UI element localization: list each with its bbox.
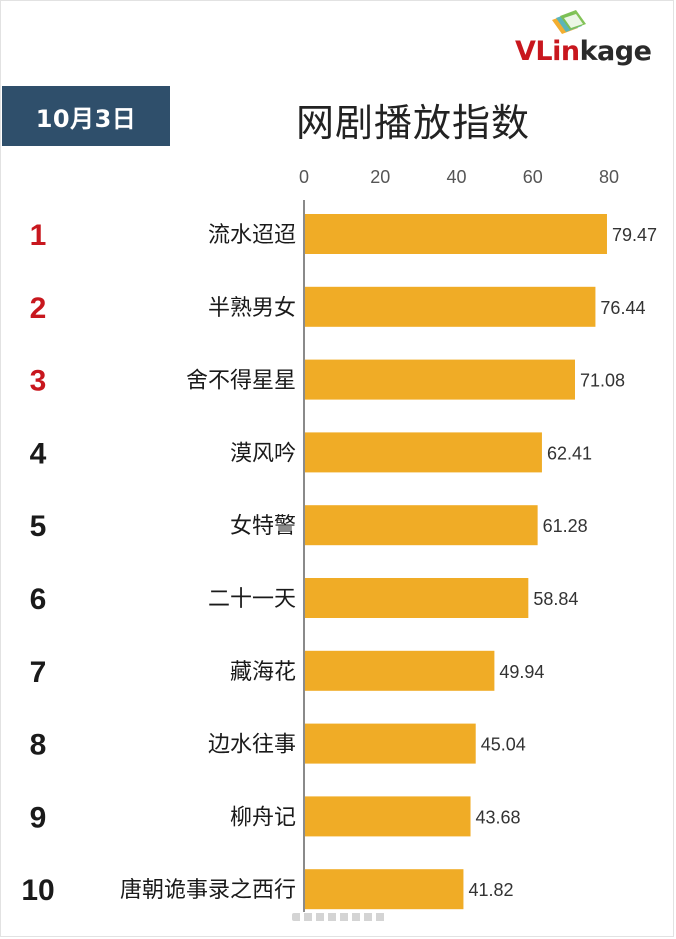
logo-text-v: VLin: [515, 36, 580, 67]
rank-number: 3: [30, 365, 47, 398]
x-tick-label: 40: [446, 167, 466, 187]
value-label: 71.08: [580, 371, 625, 391]
value-label: 76.44: [600, 298, 645, 318]
category-label: 二十一天: [208, 587, 296, 612]
category-label: 半熟男女: [208, 296, 296, 321]
bottom-watermark: [292, 913, 386, 921]
bar: [305, 432, 542, 473]
bar: [305, 650, 495, 691]
category-label: 漠风吟: [230, 441, 296, 466]
rank-number: 5: [30, 510, 47, 543]
value-label: 43.68: [476, 807, 521, 827]
bar: [305, 869, 464, 910]
rank-number: 8: [30, 729, 47, 762]
bar: [305, 286, 596, 327]
rank-number: 7: [30, 656, 47, 689]
x-tick-label: 20: [370, 167, 390, 187]
bar: [305, 214, 607, 254]
x-tick-label: 0: [299, 167, 309, 187]
rank-number: 4: [30, 437, 47, 470]
value-label: 79.47: [612, 225, 657, 245]
logo-wordmark: VLinkage: [515, 36, 652, 67]
rank-number: 9: [30, 801, 47, 834]
date-badge: 10月3日: [2, 86, 170, 146]
x-tick-label: 80: [599, 167, 619, 187]
value-label: 49.94: [499, 662, 544, 682]
rank-number: 2: [30, 292, 47, 325]
category-label: 舍不得星星: [186, 369, 296, 394]
category-label: 柳舟记: [230, 805, 296, 830]
bar: [305, 723, 476, 764]
bar: [305, 505, 538, 546]
value-label: 58.84: [533, 589, 578, 609]
bar: [305, 359, 575, 400]
bar: [305, 578, 529, 618]
bar: [305, 796, 471, 837]
category-label: 流水迢迢: [208, 223, 296, 248]
rank-number: 10: [21, 874, 54, 907]
x-tick-label: 60: [523, 167, 543, 187]
rank-number: 6: [30, 583, 47, 616]
category-label: 边水往事: [208, 733, 296, 758]
stacked-cards-icon: [552, 10, 586, 34]
value-label: 61.28: [543, 516, 588, 536]
category-label: 女特警: [230, 514, 296, 539]
category-label: 唐朝诡事录之西行: [120, 878, 296, 903]
category-label: 藏海花: [230, 660, 296, 685]
value-label: 45.04: [481, 735, 526, 755]
logo-text-rest: kage: [579, 36, 652, 67]
value-label: 41.82: [468, 880, 513, 900]
chart-title: 网剧播放指数: [296, 101, 531, 145]
vlinkage-logo: VLinkage: [512, 10, 672, 72]
rank-number: 1: [30, 219, 47, 252]
value-label: 62.41: [547, 443, 592, 463]
